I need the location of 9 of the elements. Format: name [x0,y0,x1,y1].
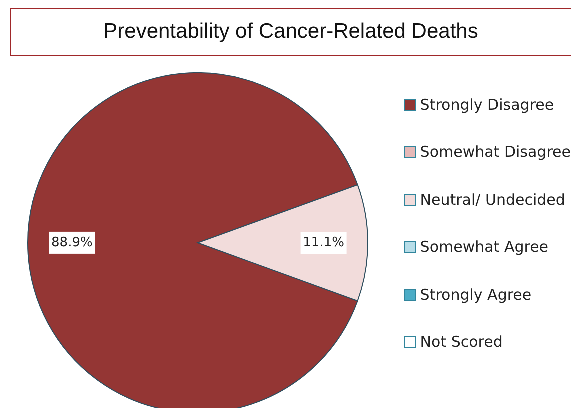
chart-title: Preventability of Cancer-Related Deaths [10,8,571,56]
legend-label: Strongly Agree [420,286,532,304]
legend-label: Somewhat Disagree [420,143,571,162]
legend-label: Not Scored [420,333,503,352]
data-label: 11.1% [303,236,344,251]
data-label: 88.9% [52,235,93,250]
legend-label: Strongly Disagree [420,96,554,114]
legend-label: Somewhat Agree [420,238,549,256]
legend-label: Neutral/ Undecided [420,190,566,209]
